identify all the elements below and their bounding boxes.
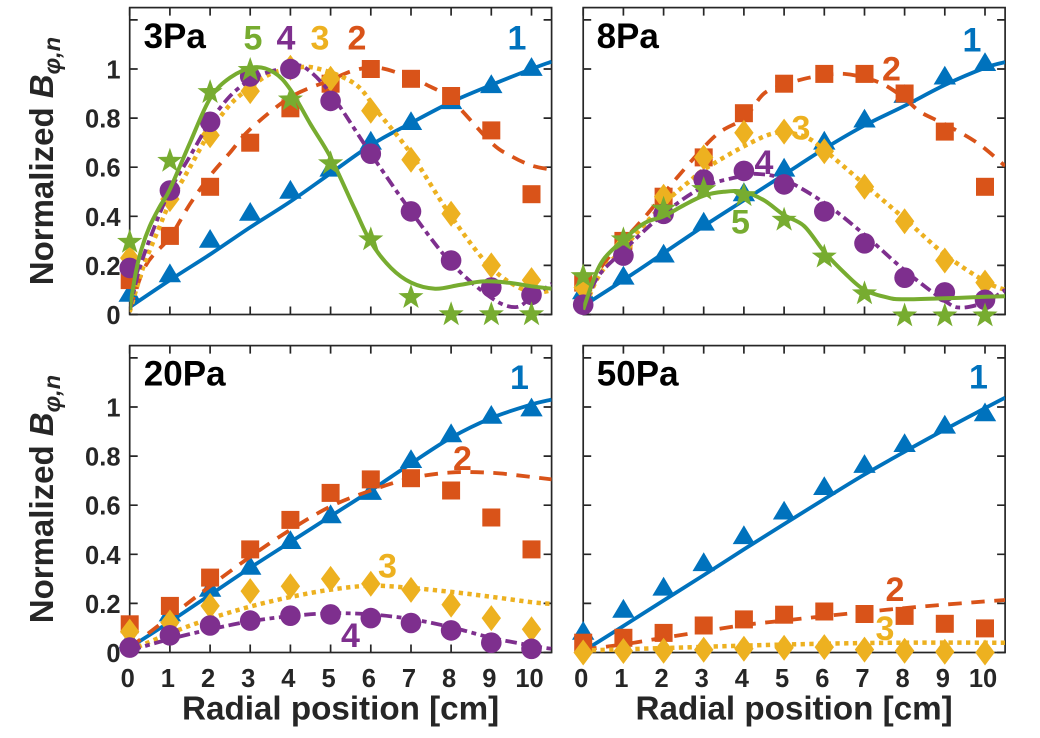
- svg-text:3: 3: [378, 548, 397, 586]
- svg-text:3: 3: [241, 665, 255, 693]
- svg-text:1: 1: [106, 57, 120, 85]
- svg-text:0: 0: [106, 640, 120, 668]
- svg-text:0.2: 0.2: [85, 253, 120, 281]
- svg-text:2: 2: [882, 51, 901, 89]
- svg-text:6: 6: [362, 665, 376, 693]
- svg-text:Normalized Bφ,n: Normalized Bφ,n: [23, 375, 65, 623]
- svg-text:0.2: 0.2: [85, 591, 120, 619]
- svg-text:1: 1: [106, 395, 120, 423]
- svg-text:0: 0: [106, 302, 120, 330]
- svg-text:0.6: 0.6: [85, 493, 120, 521]
- svg-text:1: 1: [510, 359, 529, 397]
- svg-text:1: 1: [161, 665, 175, 693]
- svg-text:8: 8: [896, 665, 910, 693]
- svg-text:10: 10: [515, 665, 543, 693]
- svg-text:0.8: 0.8: [85, 106, 120, 134]
- svg-text:Normalized Bφ,n: Normalized Bφ,n: [23, 37, 65, 285]
- svg-text:6: 6: [815, 665, 829, 693]
- svg-text:0: 0: [574, 665, 588, 693]
- svg-text:3: 3: [311, 20, 330, 58]
- svg-text:0.4: 0.4: [85, 204, 121, 232]
- svg-text:4: 4: [735, 665, 750, 693]
- svg-text:1: 1: [508, 20, 527, 58]
- svg-text:4: 4: [341, 617, 360, 655]
- svg-text:5: 5: [731, 204, 750, 242]
- svg-text:5: 5: [775, 665, 789, 693]
- svg-text:10: 10: [969, 665, 997, 693]
- svg-text:2: 2: [453, 440, 472, 478]
- svg-text:1: 1: [614, 665, 628, 693]
- svg-text:Radial position [cm]: Radial position [cm]: [636, 691, 953, 728]
- svg-text:2: 2: [348, 20, 367, 58]
- svg-text:4: 4: [755, 144, 774, 182]
- svg-text:9: 9: [936, 665, 950, 693]
- svg-text:1: 1: [963, 22, 982, 60]
- svg-text:20Pa: 20Pa: [144, 355, 226, 394]
- svg-text:3: 3: [876, 610, 895, 648]
- svg-text:5: 5: [244, 20, 263, 58]
- svg-text:4: 4: [281, 665, 296, 693]
- svg-text:0.4: 0.4: [85, 542, 121, 570]
- svg-text:7: 7: [402, 665, 416, 693]
- svg-text:3: 3: [792, 110, 811, 148]
- svg-text:Radial position [cm]: Radial position [cm]: [182, 691, 499, 728]
- svg-text:5: 5: [322, 665, 336, 693]
- svg-text:7: 7: [855, 665, 869, 693]
- svg-text:0.6: 0.6: [85, 155, 120, 183]
- svg-text:8: 8: [442, 665, 456, 693]
- svg-text:3Pa: 3Pa: [144, 17, 207, 56]
- svg-text:0.8: 0.8: [85, 444, 120, 472]
- svg-text:2: 2: [886, 571, 905, 609]
- svg-text:0: 0: [121, 665, 135, 693]
- svg-text:50Pa: 50Pa: [597, 355, 679, 394]
- svg-text:8Pa: 8Pa: [597, 17, 660, 56]
- svg-text:4: 4: [277, 20, 296, 58]
- svg-text:2: 2: [201, 665, 215, 693]
- svg-text:9: 9: [482, 665, 496, 693]
- svg-text:1: 1: [969, 359, 988, 397]
- svg-text:3: 3: [695, 665, 709, 693]
- svg-text:2: 2: [655, 665, 669, 693]
